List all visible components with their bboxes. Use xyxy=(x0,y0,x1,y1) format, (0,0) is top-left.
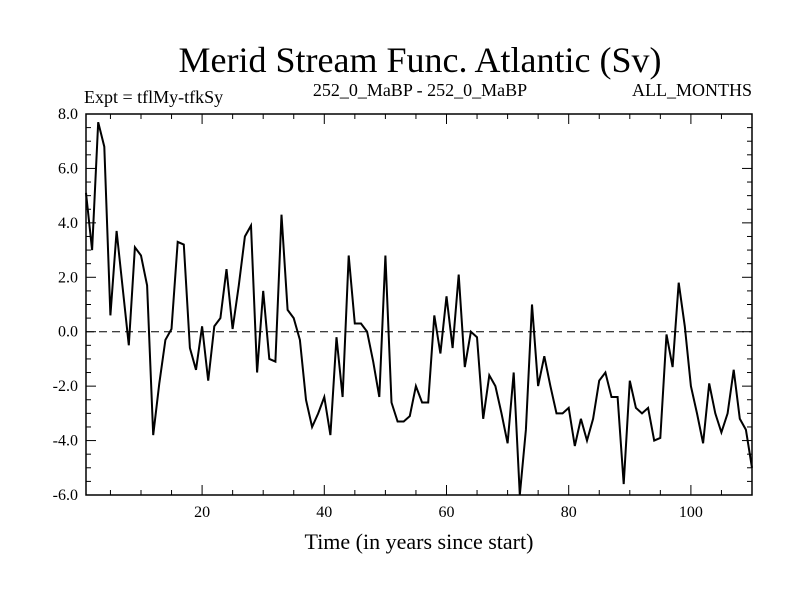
axis-tick-labels: 20 40 60 80 100 -6.0 -4.0 -2.0 0.0 2.0 4.0 6.0 8.0 xyxy=(53,106,703,521)
y-tick-label: 8.0 xyxy=(58,106,78,123)
y-tick-label: 6.0 xyxy=(58,160,78,177)
x-tick-label: 20 xyxy=(194,504,210,521)
y-tick-label: 2.0 xyxy=(58,269,78,286)
experiment-label: Expt = tflMy-tfkSy xyxy=(84,87,223,107)
x-tick-label: 80 xyxy=(561,504,577,521)
axis-ticks xyxy=(86,113,753,496)
x-tick-label: 60 xyxy=(438,504,454,521)
chart-title: Merid Stream Func. Atlantic (Sv) xyxy=(179,40,662,80)
y-tick-label: -4.0 xyxy=(53,433,78,450)
x-axis-label: Time (in years since start) xyxy=(305,529,534,554)
y-tick-label: 0.0 xyxy=(58,324,78,341)
y-tick-label: 4.0 xyxy=(58,215,78,232)
y-tick-label: -2.0 xyxy=(53,378,78,395)
x-tick-label: 40 xyxy=(316,504,332,521)
x-tick-label: 100 xyxy=(679,504,703,521)
plot-frame xyxy=(85,113,753,496)
series-line-atlantic-moc xyxy=(85,121,753,496)
y-tick-label: -6.0 xyxy=(53,487,78,504)
months-label: ALL_MONTHS xyxy=(632,80,752,100)
period-label: 252_0_MaBP - 252_0_MaBP xyxy=(313,80,527,100)
